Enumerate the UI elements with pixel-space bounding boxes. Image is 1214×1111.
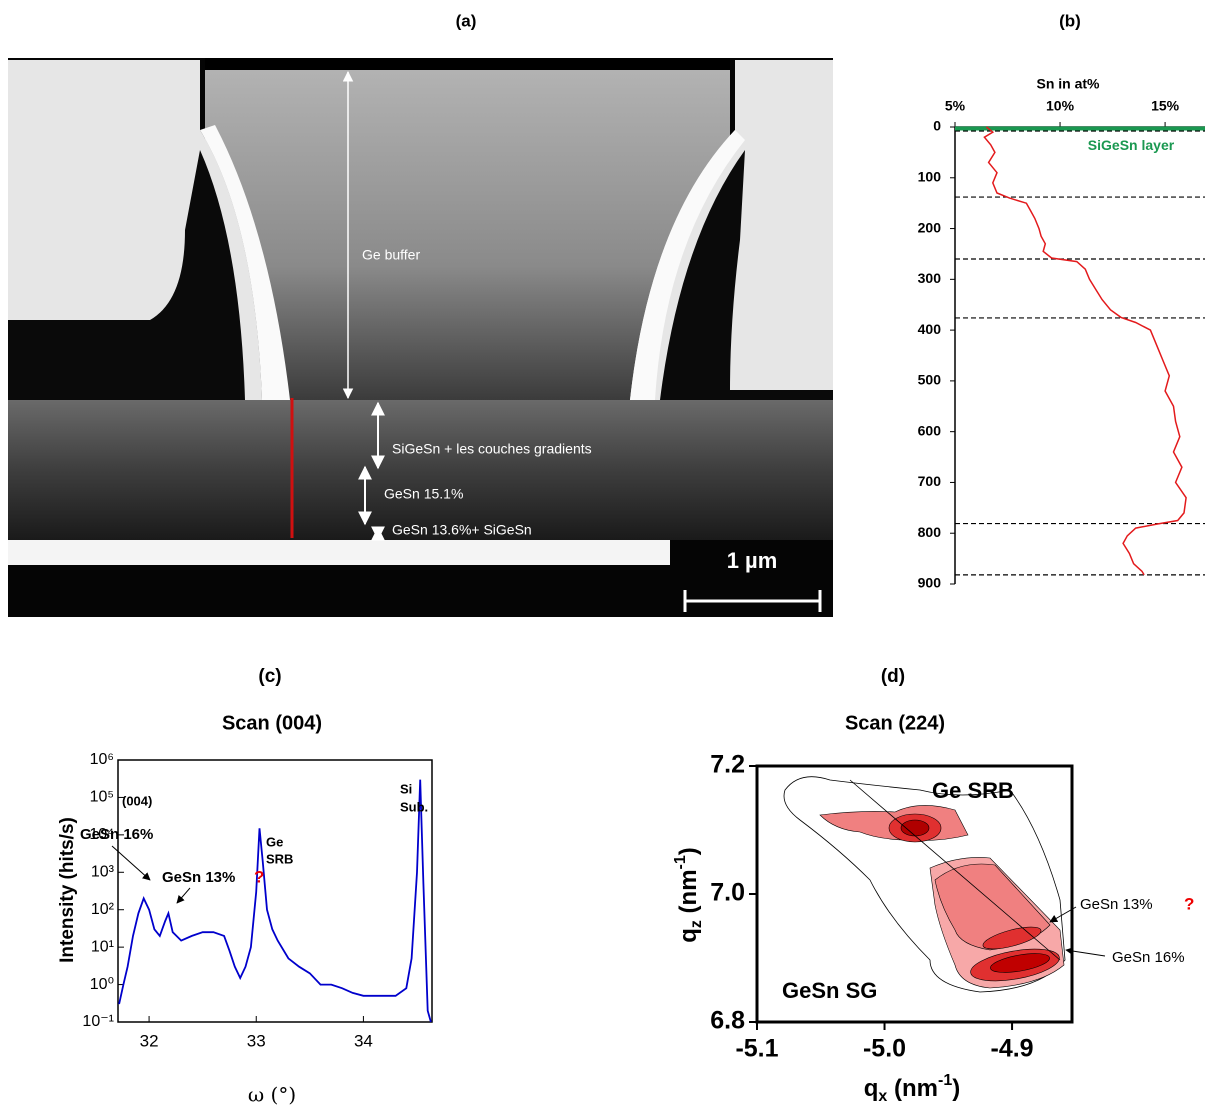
x-tick-label: -5.0 — [863, 1035, 906, 1063]
panel-label: (d) — [881, 666, 905, 687]
chart-title: Scan (004) — [222, 712, 322, 734]
y-tick-label: 0 — [933, 118, 941, 134]
axis-title-part: -1 — [672, 855, 689, 869]
y-tick-label: 10⁵ — [90, 789, 114, 806]
panel-label: (b) — [1059, 11, 1081, 30]
micrograph: Ge buffer SiGeSn + les couches gradients… — [8, 58, 833, 617]
axis-title-part: (nm — [675, 869, 702, 920]
annotation: GeSn 16% — [1112, 949, 1185, 966]
panel-label: (c) — [258, 666, 281, 687]
y-tick-label: 200 — [918, 219, 942, 235]
y-tick-label: 10⁴ — [89, 826, 114, 843]
annotation: ? — [254, 867, 264, 886]
x-tick-label: 15% — [1151, 98, 1180, 114]
axis-title: qx (nm-1) — [864, 1072, 960, 1105]
pointer-arrow — [1065, 947, 1106, 957]
right-shadow — [660, 150, 833, 400]
x-tick-label: 5% — [945, 98, 966, 114]
left-shadow — [8, 150, 245, 400]
axis-title-part: ) — [675, 847, 702, 855]
axis-title-part: q — [864, 1075, 879, 1102]
substrate-line — [8, 540, 670, 565]
pointer-arrow — [111, 845, 151, 881]
x-tick-label: -5.1 — [735, 1035, 778, 1063]
contour-map — [783, 776, 1066, 993]
contour-edge — [849, 779, 1061, 961]
y-tick-label: 900 — [918, 575, 942, 591]
scale-bar-label: 1 µm — [727, 548, 778, 573]
annotation: SRB — [266, 851, 293, 866]
contour — [990, 953, 1050, 973]
annotation: ? — [1184, 894, 1194, 913]
axis-title-part: z — [688, 920, 705, 928]
contour — [900, 819, 930, 837]
y-axis-title: Intensity (hits/s) — [57, 817, 78, 963]
y-tick-label: 400 — [918, 321, 942, 337]
y-tick-label: 10⁰ — [90, 976, 114, 993]
annotation: Sub. — [400, 799, 428, 814]
profile-line — [983, 126, 1187, 576]
pointer-arrow — [1049, 906, 1077, 923]
y-tick-label: 10⁻¹ — [82, 1013, 114, 1030]
axis-title: Sn in at% — [1036, 76, 1100, 92]
y-tick-label: 100 — [918, 168, 942, 184]
x-axis-title: ω (°) — [248, 1083, 296, 1107]
top-bar — [205, 58, 730, 70]
x-tick-label: 33 — [247, 1031, 266, 1050]
x-tick-label: 32 — [140, 1031, 159, 1050]
annotation: GeSn 13% — [1080, 896, 1153, 913]
axis-title-part: x — [878, 1088, 887, 1105]
annotation: (004) — [122, 793, 152, 808]
x-tick-label: 34 — [354, 1031, 373, 1050]
annotation: SiGeSn + les couches gradients — [392, 441, 592, 457]
y-tick-label: 10² — [91, 901, 115, 918]
x-tick-label: -4.9 — [991, 1035, 1034, 1063]
x-tick-label: 10% — [1046, 98, 1075, 114]
y-tick-label: 7.2 — [710, 751, 745, 779]
annotation: GeSn 16% — [80, 826, 153, 843]
y-tick-label: 800 — [918, 524, 942, 540]
axis-title: qz (nm-1) — [672, 847, 705, 943]
annotation: Si — [400, 781, 412, 796]
annotation: Ge — [266, 834, 283, 849]
y-tick-label: 300 — [918, 270, 942, 286]
annotation: GeSn 15.1% — [384, 486, 463, 502]
chart-title: Scan (224) — [845, 712, 945, 734]
y-tick-label: 600 — [918, 422, 942, 438]
panel-label: (a) — [456, 11, 477, 30]
intensity-line — [118, 779, 432, 1023]
y-tick-label: 7.0 — [710, 879, 745, 907]
axis-title-part: -1 — [938, 1072, 952, 1089]
axis-title-part: q — [675, 928, 702, 943]
axis-title-part: ) — [952, 1075, 960, 1102]
y-tick-label: 700 — [918, 473, 942, 489]
annotation: GeSn 13% — [162, 869, 235, 886]
layer-label: SiGeSn layer — [1088, 137, 1175, 153]
left-wall — [200, 125, 290, 400]
plot-frame — [117, 759, 433, 1023]
y-tick-label: 6.8 — [710, 1007, 745, 1035]
y-tick-label: 10³ — [91, 864, 115, 881]
pointer-arrow — [176, 887, 191, 904]
annotation: GeSn SG — [782, 978, 877, 1003]
y-tick-label: 500 — [918, 372, 942, 388]
annotation: Ge SRB — [932, 778, 1014, 803]
y-tick-label: 10⁶ — [90, 751, 114, 768]
layer-stack — [8, 400, 833, 540]
y-tick-label: 10¹ — [91, 938, 114, 955]
annotation: GeSn 13.6%+ SiGeSn — [392, 522, 532, 538]
annotation: Ge buffer — [362, 247, 420, 263]
right-wall — [630, 130, 745, 400]
axis-title-part: (nm — [887, 1075, 938, 1102]
contour — [982, 926, 1042, 950]
